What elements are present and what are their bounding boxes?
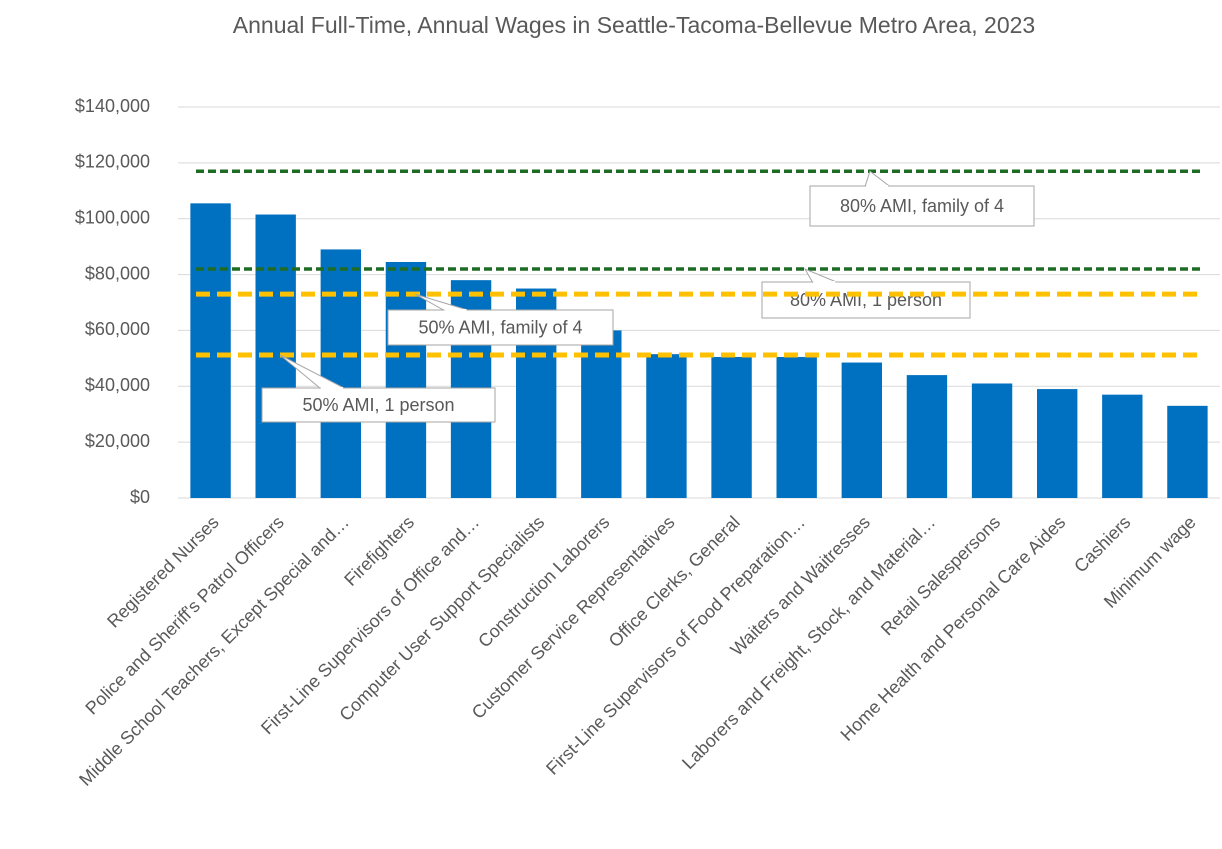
bar [841,362,883,498]
x-tick-label: Registered Nurses [103,512,223,632]
bar [646,354,687,498]
y-tick-label: $80,000 [85,263,150,283]
callout-box [261,387,496,423]
x-tick-label: Home Health and Personal Care Aides [837,512,1070,745]
callout-label: 80% AMI, family of 4 [840,196,1004,216]
callout-label: 50% AMI, family of 4 [418,317,582,337]
callout-box [761,281,971,319]
bar [971,383,1013,498]
callout-box [809,185,1035,227]
x-tick-label: Office Clerks, General [605,512,744,651]
x-tick-label: Middle School Teachers, Except Special a… [75,512,353,790]
bar [906,375,948,498]
bar [776,356,817,498]
x-tick-label: Construction Laborers [474,512,613,651]
x-tick-label: Retail Salespersons [877,512,1004,639]
bar [385,262,427,498]
bar [1167,405,1208,498]
bar [320,249,362,498]
callout-pointer [864,170,891,187]
y-tick-label: $0 [130,487,150,507]
y-tick-label: $40,000 [85,375,150,395]
y-tick-label: $140,000 [75,96,150,116]
y-tick-label: $60,000 [85,319,150,339]
chart-title: Annual Full-Time, Annual Wages in Seattl… [232,12,1036,38]
y-tick-label: $120,000 [75,152,150,172]
bar [1036,389,1078,498]
bar [1102,394,1143,498]
callout-pointer [803,267,837,283]
bar [711,356,752,498]
bar [190,203,231,498]
bar [581,330,622,498]
callout-box [387,309,614,346]
x-tick-label: Cashiers [1070,512,1134,576]
callout-label: 50% AMI, 1 person [302,395,454,415]
y-tick-label: $100,000 [75,207,150,227]
y-tick-label: $20,000 [85,431,150,451]
